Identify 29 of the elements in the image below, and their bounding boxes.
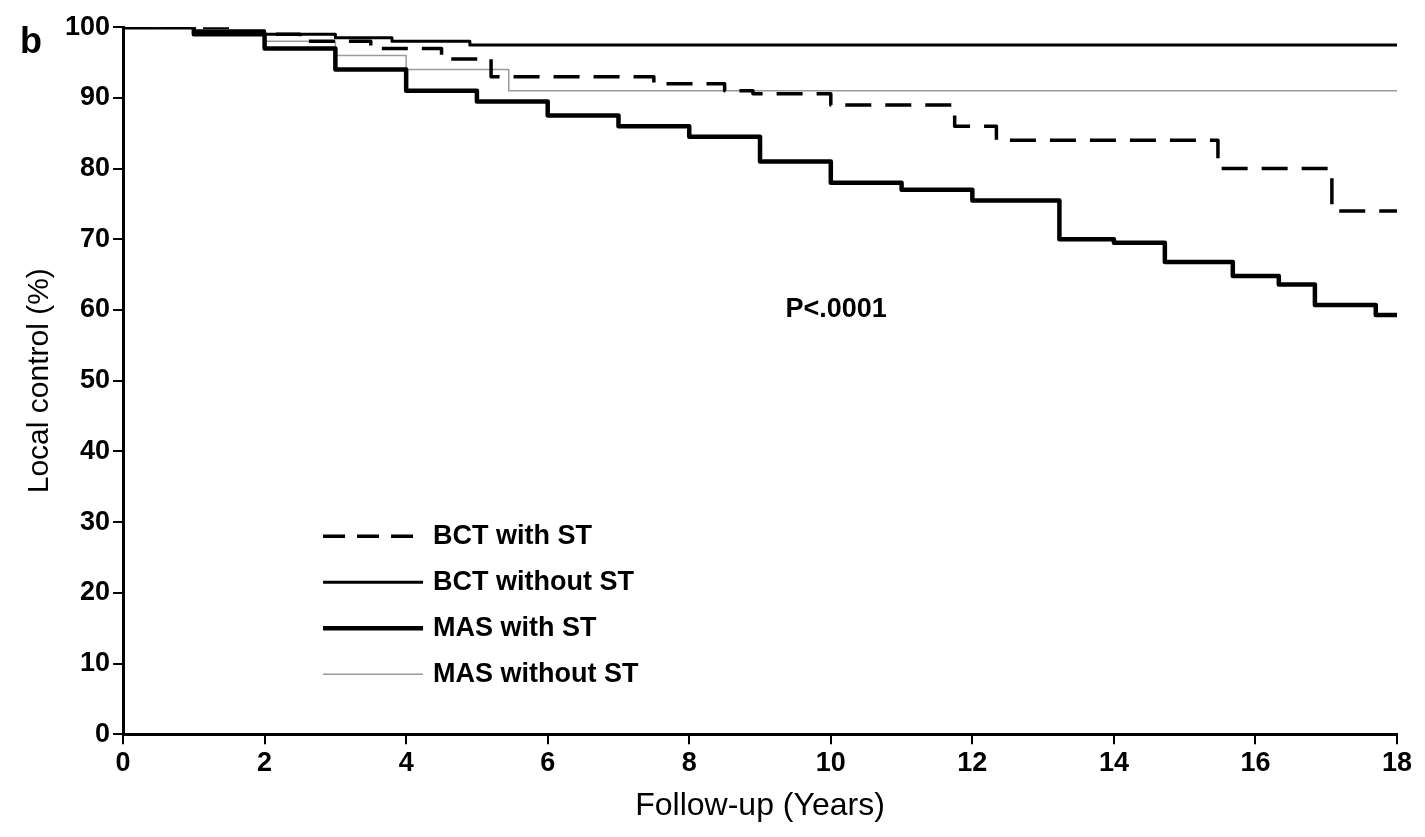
x-tick-label: 8 — [681, 746, 697, 777]
x-tick-label: 14 — [1098, 746, 1129, 777]
x-tick-label: 12 — [957, 746, 988, 777]
x-tick-label: 2 — [257, 746, 273, 777]
y-tick-label: 80 — [80, 152, 111, 183]
y-tick-label: 20 — [80, 576, 111, 607]
y-tick-label: 60 — [80, 293, 111, 324]
y-tick-label: 30 — [80, 505, 111, 536]
x-tick-label: 4 — [398, 746, 414, 777]
text: b — [20, 20, 42, 62]
y-tick-label: 70 — [80, 222, 111, 253]
x-axis-title: Follow-up (Years) — [635, 785, 885, 822]
legend-label: BCT with ST — [433, 519, 593, 550]
y-tick-label: 10 — [80, 646, 111, 677]
legend-label: MAS with ST — [433, 611, 598, 642]
y-tick-label: 50 — [80, 364, 111, 395]
y-tick-label: 40 — [80, 434, 111, 465]
x-tick-label: 6 — [540, 746, 556, 777]
x-tick-label: 18 — [1381, 746, 1413, 777]
x-tick-label: 10 — [815, 746, 846, 777]
y-tick-label: 100 — [64, 10, 111, 41]
x-tick-label: 16 — [1240, 746, 1271, 777]
y-tick-label: 90 — [80, 81, 111, 112]
y-tick-label: 0 — [95, 717, 111, 748]
y-axis-title: Local control (%) — [21, 268, 55, 494]
x-tick-label: 0 — [115, 746, 131, 777]
annotation: P<.0001 — [785, 293, 887, 324]
legend-label: BCT without ST — [433, 565, 635, 596]
legend-label: MAS without ST — [433, 657, 640, 688]
